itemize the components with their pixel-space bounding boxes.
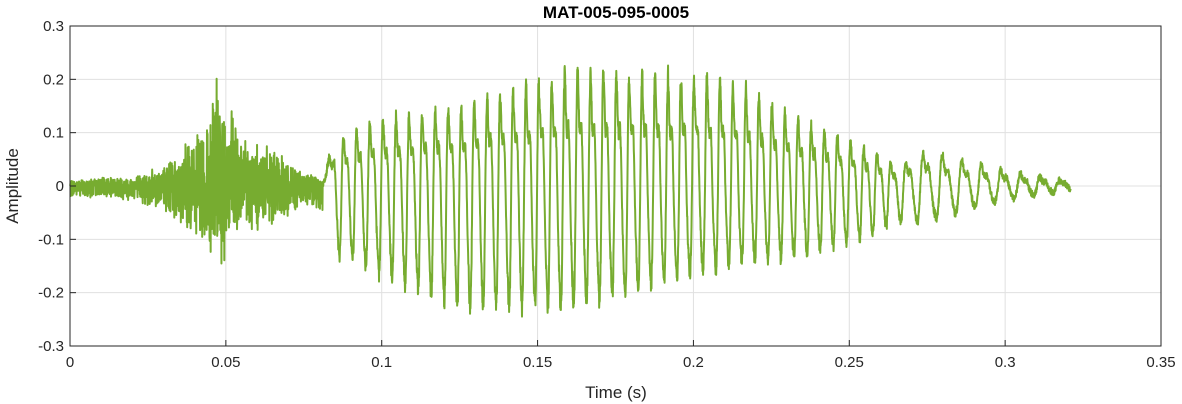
x-axis-label: Time (s) [585,383,647,402]
x-tick-label: 0.2 [683,354,704,371]
y-tick-label: -0.3 [38,338,64,355]
series-line [69,64,1072,318]
x-tick-label: 0.35 [1146,354,1175,371]
x-tick-label: 0.3 [995,354,1016,371]
x-tick-label: 0.05 [211,354,240,371]
x-tick-label: 0.25 [835,354,864,371]
y-axis: -0.3 -0.2 -0.1 0 0.1 0.2 0.3 [38,18,76,355]
chart-title: MAT-005-095-0005 [543,3,689,22]
y-tick-label: -0.1 [38,231,64,248]
x-tick-label: 0.1 [371,354,392,371]
x-tick-label: 0.15 [523,354,552,371]
y-tick-label: 0.2 [43,71,64,88]
y-tick-label: 0.1 [43,125,64,142]
x-tick-label: 0 [66,354,74,371]
y-tick-label: 0.3 [43,18,64,35]
y-tick-label: 0 [56,178,64,195]
plot-area [69,64,1072,318]
y-tick-label: -0.2 [38,285,64,302]
x-axis: 0 0.05 0.1 0.15 0.2 0.25 0.3 0.35 [66,340,1176,371]
y-axis-label: Amplitude [3,148,22,224]
